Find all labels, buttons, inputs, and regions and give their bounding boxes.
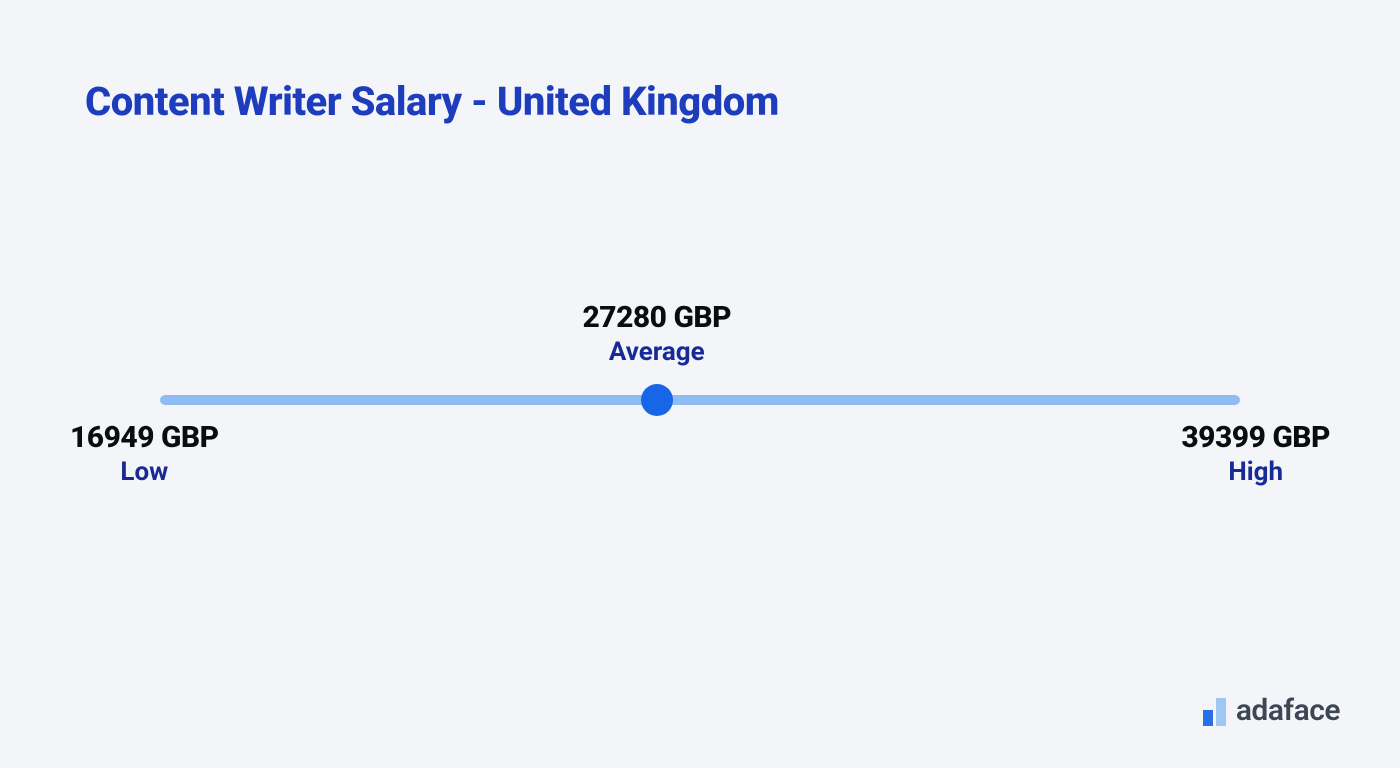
low-value: 16949 GBP [70, 420, 219, 455]
average-group: 27280 GBP Average [582, 300, 731, 367]
logo-bar-short [1203, 710, 1213, 726]
high-value: 39399 GBP [1181, 420, 1330, 455]
logo-bar-tall [1216, 698, 1226, 726]
average-value: 27280 GBP [582, 300, 731, 335]
brand-name: adaface [1236, 696, 1340, 726]
low-group: 16949 GBP Low [70, 420, 219, 487]
average-label: Average [582, 337, 731, 367]
high-label: High [1181, 457, 1330, 487]
page-title: Content Writer Salary - United Kingdom [85, 78, 779, 125]
range-track [160, 395, 1240, 405]
average-marker-dot [641, 384, 673, 416]
brand-logo-icon [1203, 698, 1226, 726]
brand-logo: adaface [1203, 696, 1340, 726]
low-label: Low [70, 457, 219, 487]
high-group: 39399 GBP High [1181, 420, 1330, 487]
